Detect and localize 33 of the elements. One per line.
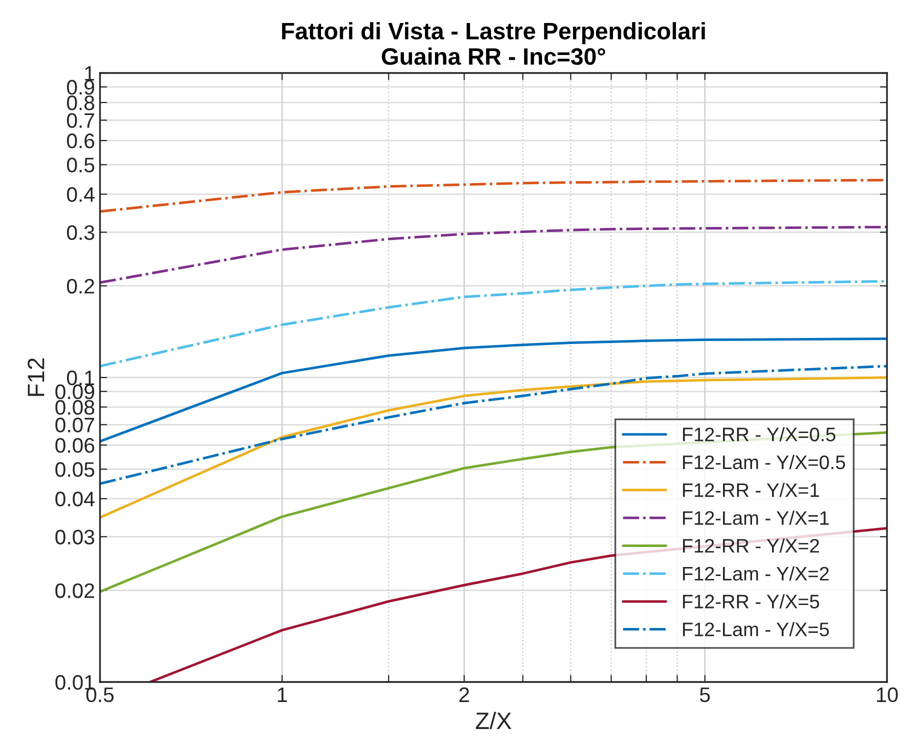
y-tick-label: 0.06 xyxy=(55,438,94,453)
y-tick-label: 0.2 xyxy=(66,278,94,294)
x-tick-label: 5 xyxy=(700,688,710,702)
x-tick-label: 2 xyxy=(459,687,469,702)
y-tick-label: 0.8 xyxy=(66,96,94,110)
y-tick-label: 0.02 xyxy=(55,583,94,598)
y-tick-label: 0.07 xyxy=(55,418,94,432)
y-axis-title: F12 xyxy=(28,358,44,396)
y-tick-label: 0.1 xyxy=(66,370,94,386)
legend-label: F12-RR - Y/X=0.5 xyxy=(683,427,836,442)
legend-label: F12-Lam - Y/X=0.5 xyxy=(683,454,846,470)
y-tick-label: 0.7 xyxy=(66,113,94,128)
x-axis-title: Z/X xyxy=(476,712,512,730)
legend-label: F12-Lam - Y/X=5 xyxy=(683,622,829,636)
y-tick-label: 1 xyxy=(85,66,94,81)
legend-label: F12-Lam - Y/X=2 xyxy=(683,566,829,581)
y-tick-label: 0.5 xyxy=(66,158,94,172)
y-tick-label: 0.09 xyxy=(55,384,94,400)
x-tick-label: 1 xyxy=(278,688,287,702)
y-tick-label: 0.04 xyxy=(55,492,95,506)
y-tick-label: 0.08 xyxy=(55,400,94,415)
y-tick-label: 0.9 xyxy=(66,80,94,95)
y-tick-label: 0.4 xyxy=(66,187,95,202)
y-tick-label: 0.05 xyxy=(55,462,94,477)
legend-label: F12-RR - Y/X=5 xyxy=(683,594,820,608)
legend-label: F12-Lam - Y/X=1 xyxy=(683,510,829,525)
legend-label: F12-RR - Y/X=2 xyxy=(683,538,819,553)
x-tick-label: 10 xyxy=(877,687,898,702)
y-tick-label: 0.03 xyxy=(55,530,94,544)
y-tick-label: 0.6 xyxy=(66,134,94,148)
chart-title: Fattori di Vista - Lastre Perpendicolari Guaina RR - Inc=30° xyxy=(282,22,705,65)
legend-label: F12-RR - Y/X=1 xyxy=(683,482,819,498)
y-tick-label: 0.3 xyxy=(66,225,94,240)
